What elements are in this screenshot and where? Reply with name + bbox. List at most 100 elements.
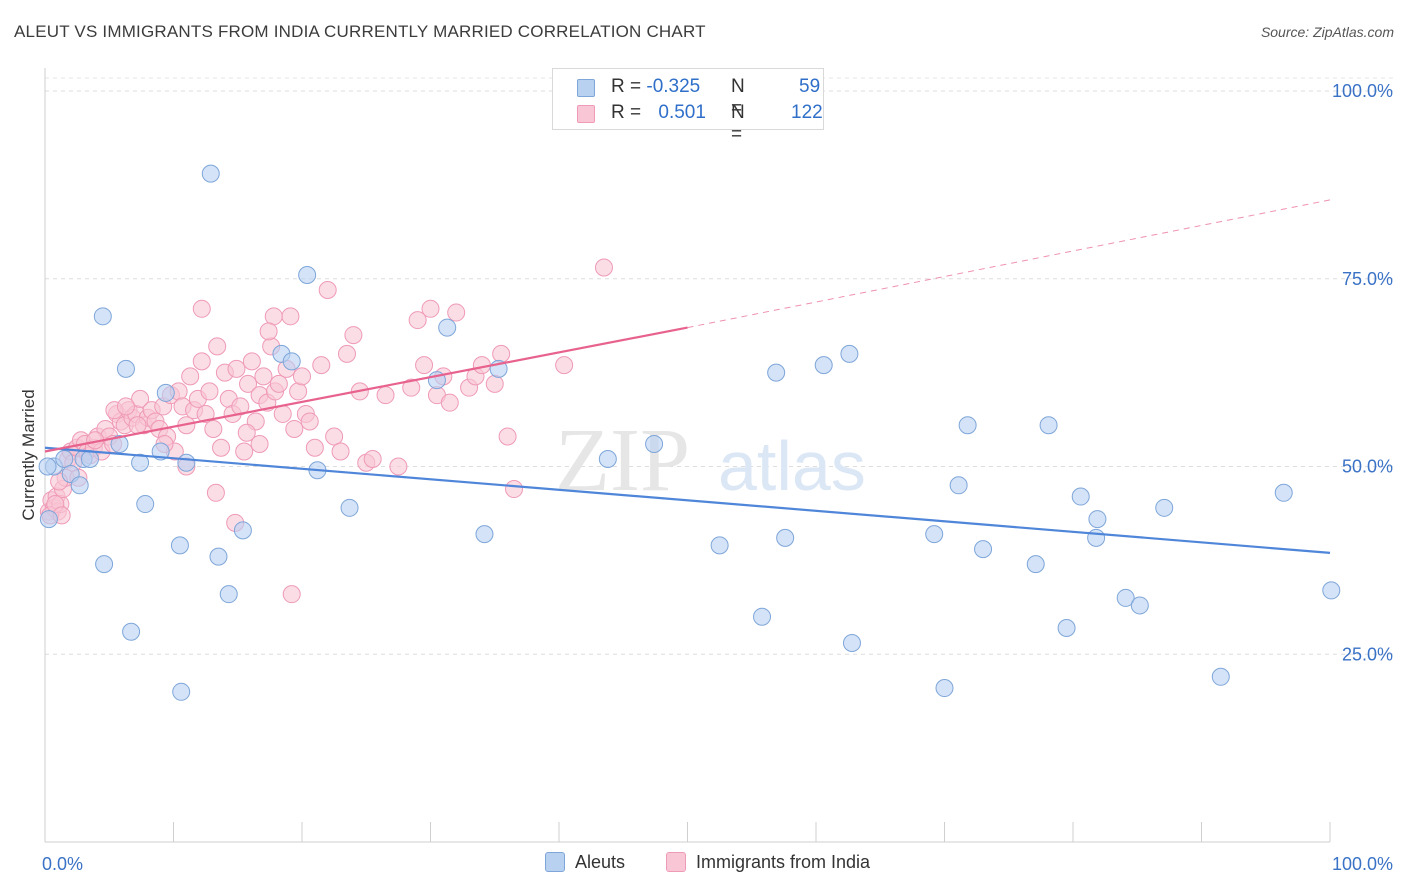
series-label-aleuts: Aleuts: [575, 852, 626, 872]
point-aleuts: [233, 521, 252, 540]
point-aleuts: [151, 442, 170, 461]
point-aleuts: [136, 495, 155, 514]
point-aleuts: [645, 434, 664, 453]
point-aleuts: [710, 536, 729, 555]
point-aleuts: [122, 622, 141, 641]
watermark-zip: ZIP: [555, 411, 690, 510]
point-india: [250, 434, 269, 453]
chart-title: ALEUT VS IMMIGRANTS FROM INDIA CURRENTLY…: [14, 22, 706, 41]
point-india: [331, 442, 350, 461]
trend-line-india-extrapolated: [687, 199, 1331, 329]
series-legend: Aleuts Immigrants from India: [0, 852, 1406, 878]
point-aleuts: [219, 585, 238, 604]
series-swatch-aleuts: [545, 852, 565, 872]
point-aleuts: [93, 307, 112, 326]
point-aleuts: [80, 450, 99, 468]
point-india: [116, 397, 135, 416]
point-aleuts: [1039, 416, 1058, 435]
point-aleuts: [131, 453, 150, 472]
point-india: [594, 258, 613, 277]
point-india: [440, 393, 459, 412]
point-india: [242, 352, 261, 371]
point-india: [293, 367, 311, 386]
point-aleuts: [925, 525, 944, 544]
point-india: [408, 311, 427, 330]
point-india: [415, 356, 434, 375]
point-aleuts: [209, 547, 228, 566]
point-india: [402, 378, 421, 397]
point-india: [212, 438, 231, 457]
point-india: [281, 307, 300, 326]
watermark: ZIP atlas: [555, 411, 866, 510]
legend-r-label: R =: [611, 76, 647, 97]
point-india: [285, 419, 304, 438]
point-india: [204, 419, 223, 438]
x-tick-label: 100.0%: [1332, 854, 1393, 874]
point-india: [239, 374, 258, 393]
point-aleuts: [949, 476, 968, 495]
y-axis-label: Currently Married: [19, 389, 38, 520]
point-aleuts: [55, 450, 74, 468]
legend-r-value: -0.325: [646, 76, 701, 97]
point-india: [447, 303, 466, 322]
point-india: [273, 404, 292, 423]
point-india: [235, 442, 254, 461]
point-aleuts: [776, 528, 795, 547]
point-aleuts: [438, 318, 457, 337]
point-aleuts: [116, 359, 135, 378]
point-india: [421, 299, 440, 318]
point-aleuts: [1057, 618, 1076, 637]
trend-lines: [44, 199, 1331, 554]
point-aleuts: [201, 164, 220, 183]
point-india: [389, 457, 408, 476]
point-aleuts: [177, 453, 196, 472]
legend-n-value: 122: [791, 102, 823, 123]
series-label-india: Immigrants from India: [696, 852, 871, 872]
y-tick-label: 100.0%: [1332, 81, 1393, 101]
y-tick-label: 75.0%: [1342, 269, 1393, 289]
point-india: [300, 412, 319, 431]
point-aleuts: [1088, 510, 1107, 529]
point-aleuts: [172, 682, 191, 701]
point-aleuts: [935, 679, 954, 698]
tick-labels: 25.0% 50.0% 75.0% 100.0% 0.0% 100.0%: [42, 81, 1393, 874]
data-points: [38, 164, 1341, 701]
series-swatch-india: [666, 852, 686, 872]
point-aleuts: [170, 536, 189, 555]
point-aleuts: [340, 498, 359, 517]
point-india: [181, 367, 200, 386]
y-tick-label: 50.0%: [1342, 457, 1393, 477]
series-legend-india[interactable]: Immigrants from India: [666, 852, 870, 876]
point-india: [200, 382, 219, 401]
point-aleuts: [1130, 596, 1149, 615]
point-aleuts: [598, 450, 617, 468]
point-india: [505, 480, 524, 499]
point-india: [269, 374, 288, 393]
point-aleuts: [95, 555, 114, 574]
x-tick-label: 0.0%: [42, 854, 83, 874]
point-aleuts: [70, 476, 89, 495]
point-aleuts: [38, 457, 57, 476]
point-india: [192, 352, 211, 371]
point-india: [376, 386, 395, 405]
legend-r-label: R =: [611, 102, 647, 123]
point-aleuts: [1026, 555, 1045, 574]
axes: [44, 68, 1331, 843]
point-aleuts: [1116, 588, 1135, 607]
stats-legend: R = -0.325 N = 59 R = 0.501 N = 122: [552, 68, 824, 145]
trend-line-india: [44, 326, 688, 453]
point-aleuts: [958, 416, 977, 435]
point-aleuts: [39, 510, 58, 529]
point-aleuts: [1087, 528, 1106, 547]
series-legend-aleuts[interactable]: Aleuts: [545, 852, 625, 876]
point-india: [344, 326, 363, 345]
legend-swatch-india: [577, 105, 595, 123]
point-aleuts: [1274, 483, 1293, 502]
point-india: [208, 337, 227, 356]
point-aleuts: [840, 344, 859, 363]
point-aleuts: [753, 607, 772, 626]
point-india: [128, 416, 147, 435]
legend-r-value: 0.501: [658, 102, 706, 123]
point-india: [254, 367, 273, 386]
point-aleuts: [767, 363, 786, 382]
